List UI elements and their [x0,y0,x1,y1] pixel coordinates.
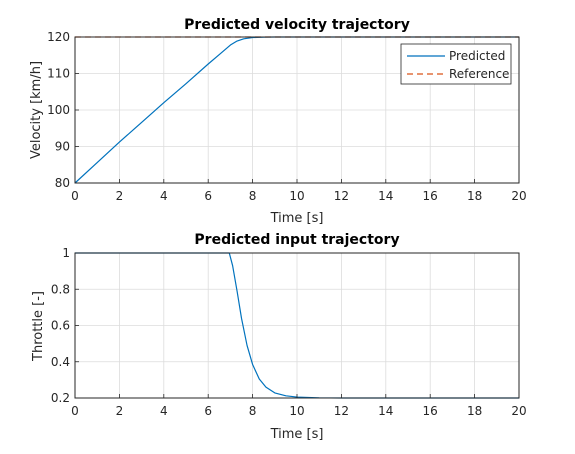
throttle-x-ticks: 0 2 4 6 8 10 12 14 16 18 20 [71,394,527,418]
velocity-x-tick-label: 6 [204,189,212,203]
velocity-y-tick-label: 80 [55,176,70,190]
velocity-x-tick-label: 0 [71,189,79,203]
throttle-y-axis-label: Throttle [-] [31,291,46,362]
throttle-x-tick-label: 12 [334,404,349,418]
throttle-x-tick-label: 0 [71,404,79,418]
velocity-y-tick-label: 90 [55,140,70,154]
throttle-x-axis-label: Time [s] [270,427,324,442]
velocity-y-tick-label: 100 [47,103,70,117]
throttle-x-tick-label: 16 [423,404,438,418]
velocity-x-tick-label: 8 [249,189,257,203]
velocity-y-tick-label: 120 [47,30,70,44]
velocity-y-axis-label: Velocity [km/h] [29,61,44,159]
throttle-grid [74,252,520,399]
throttle-x-tick-label: 10 [289,404,304,418]
throttle-x-tick-label: 20 [511,404,526,418]
throttle-y-tick-label: 1 [62,246,70,260]
velocity-x-tick-label: 20 [511,189,526,203]
throttle-x-tick-label: 14 [378,404,393,418]
throttle-chart-title: Predicted input trajectory [194,232,399,248]
throttle-y-tick-label: 0.6 [51,319,70,333]
throttle-y-ticks: 0.2 0.4 0.6 0.8 1 [51,246,79,405]
velocity-chart: Predicted velocity trajectory 0 2 4 6 8 10 12 1… [29,17,527,226]
throttle-y-tick-label: 0.8 [51,282,70,296]
throttle-x-tick-label: 2 [116,404,124,418]
velocity-x-axis-label: Time [s] [270,211,324,226]
velocity-y-tick-label: 110 [47,67,70,81]
velocity-x-tick-label: 14 [378,189,393,203]
velocity-x-tick-label: 2 [116,189,124,203]
velocity-x-ticks: 0 2 4 6 8 10 12 14 16 18 20 [71,179,527,203]
throttle-chart: Predicted input trajectory 0 2 4 6 8 10 12 14 16… [31,232,527,442]
velocity-x-tick-label: 12 [334,189,349,203]
legend-label-reference: Reference [449,67,509,81]
velocity-chart-title: Predicted velocity trajectory [184,17,410,33]
legend-label-predicted: Predicted [449,49,505,63]
throttle-x-tick-label: 8 [249,404,257,418]
throttle-y-tick-label: 0.4 [51,355,70,369]
throttle-x-tick-label: 6 [204,404,212,418]
legend-box [400,43,512,85]
legend: Predicted Reference [400,43,512,85]
velocity-x-tick-label: 4 [160,189,168,203]
throttle-y-tick-label: 0.2 [51,391,70,405]
velocity-x-tick-label: 18 [467,189,482,203]
velocity-x-tick-label: 16 [423,189,438,203]
throttle-x-tick-label: 4 [160,404,168,418]
velocity-y-ticks: 80 90 100 110 120 [47,30,79,190]
velocity-x-tick-label: 10 [289,189,304,203]
throttle-x-tick-label: 18 [467,404,482,418]
